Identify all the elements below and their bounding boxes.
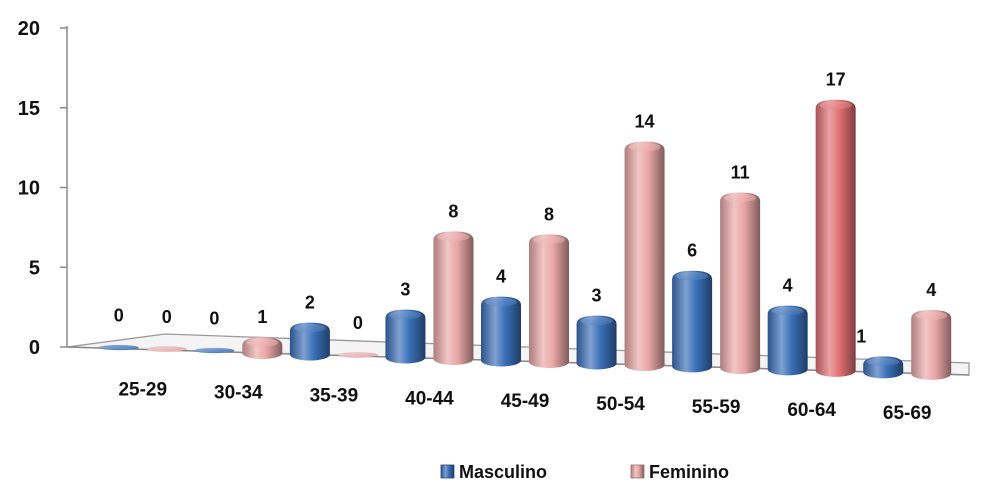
y-tick-label: 0 <box>29 337 40 359</box>
data-label-feminino: 0 <box>162 307 172 327</box>
data-label-feminino: 14 <box>635 112 655 132</box>
x-tick-label: 45-49 <box>501 391 550 412</box>
data-label-feminino: 4 <box>926 280 936 300</box>
y-tick-label: 5 <box>29 257 40 279</box>
x-tick-label: 60-64 <box>787 400 836 421</box>
bar-feminino <box>242 337 283 360</box>
data-label-masculino: 2 <box>305 293 315 313</box>
data-label-masculino: 4 <box>783 276 793 296</box>
bar-feminino <box>529 234 569 368</box>
x-tick-label: 25-29 <box>118 379 167 400</box>
legend-item-masculino: Masculino <box>440 462 547 482</box>
bar-feminino <box>337 352 379 358</box>
data-label-masculino: 0 <box>209 309 219 329</box>
bar-masculino <box>98 344 140 351</box>
x-tick-label: 65-69 <box>883 403 932 424</box>
x-tick-label: 50-54 <box>596 394 645 415</box>
data-label-feminino: 17 <box>826 70 846 90</box>
data-label-masculino: 3 <box>400 280 410 300</box>
bar-masculino <box>289 322 330 361</box>
data-label-masculino: 0 <box>114 306 124 326</box>
data-label-feminino: 8 <box>448 201 458 221</box>
bar-masculino <box>672 270 713 373</box>
data-label-masculino: 6 <box>687 241 697 261</box>
x-tick-label: 30-34 <box>214 382 263 403</box>
bar-feminino <box>433 231 474 365</box>
legend-label: Feminino <box>649 462 729 482</box>
legend-swatch <box>440 464 455 479</box>
data-label-feminino: 8 <box>544 204 554 224</box>
bar-feminino <box>720 192 761 374</box>
bar-masculino <box>767 305 808 376</box>
data-label-feminino: 1 <box>257 307 267 327</box>
data-label-feminino: 0 <box>353 313 363 333</box>
data-label-masculino: 4 <box>496 267 506 287</box>
data-label-feminino: 11 <box>731 162 750 182</box>
legend-swatch <box>630 464 645 479</box>
bar-masculino <box>385 309 426 364</box>
bar-masculino <box>863 356 904 379</box>
y-tick-label: 15 <box>18 98 40 120</box>
bar-masculino <box>481 296 521 367</box>
y-tick-label: 20 <box>18 18 40 40</box>
legend-label: Masculino <box>459 462 547 482</box>
data-label-masculino: 3 <box>592 286 602 306</box>
bar-feminino <box>911 310 952 380</box>
x-tick-label: 40-44 <box>405 388 454 409</box>
bar-masculino <box>194 347 235 354</box>
bar-feminino <box>146 346 188 352</box>
legend-item-feminino: Feminino <box>630 462 729 482</box>
x-tick-label: 35-39 <box>310 385 359 406</box>
data-label-masculino: 1 <box>856 326 866 346</box>
x-tick-label: 55-59 <box>692 397 741 418</box>
bar-masculino <box>576 315 617 370</box>
bar-feminino <box>624 141 665 371</box>
bar-feminino <box>815 99 856 377</box>
y-tick-label: 10 <box>18 178 40 200</box>
